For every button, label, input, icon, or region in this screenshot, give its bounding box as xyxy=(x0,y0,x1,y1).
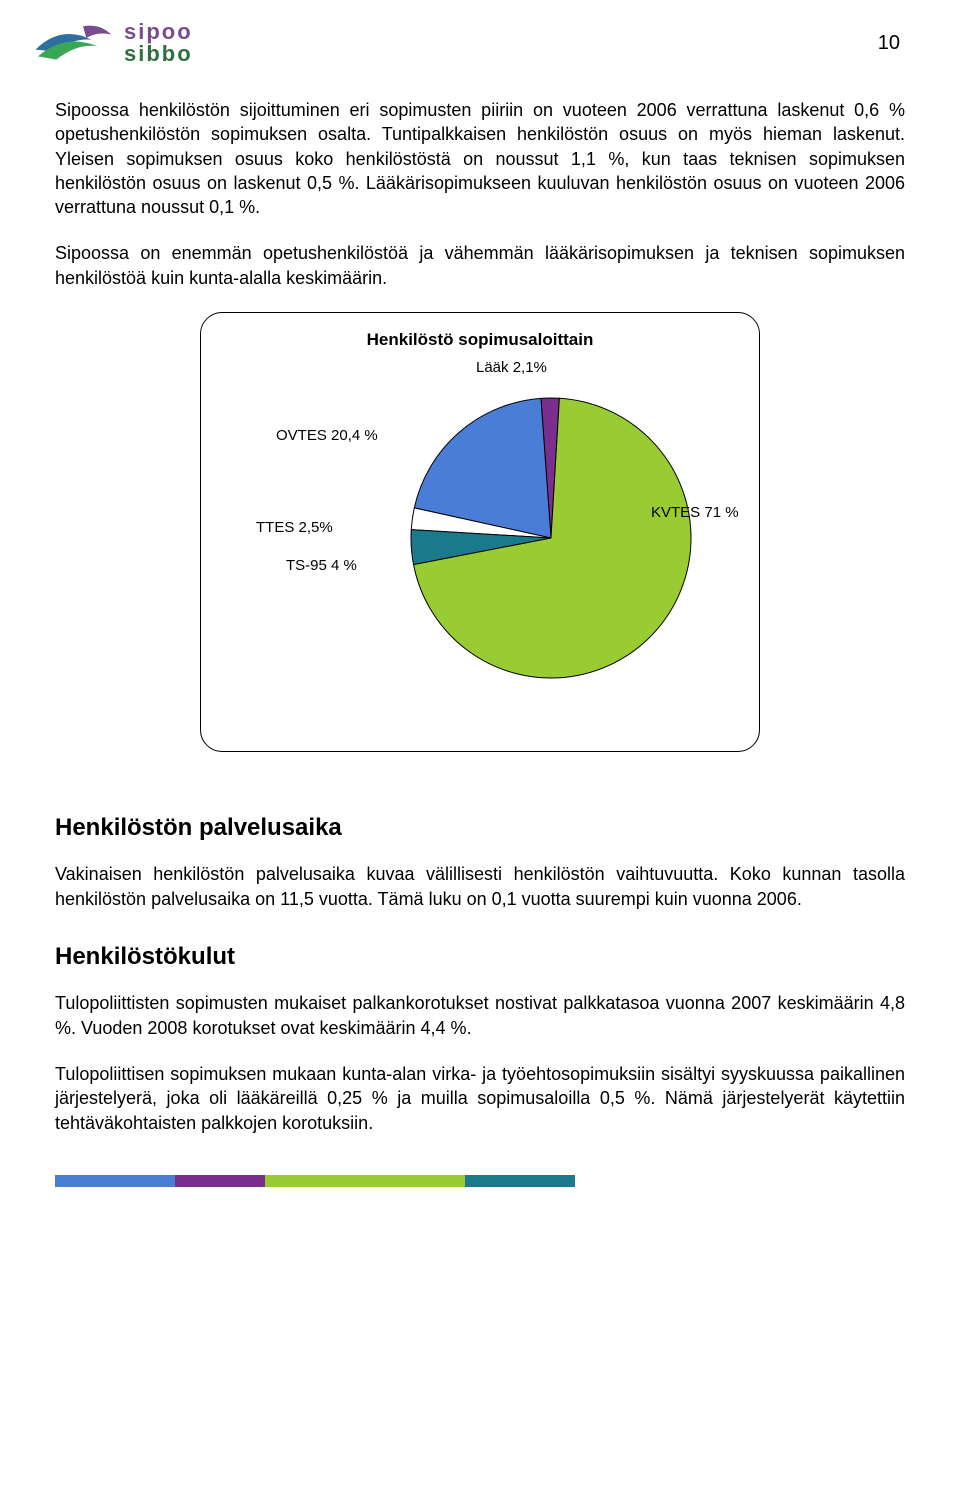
brand-text: sipoo sibbo xyxy=(124,21,193,65)
page-content: Sipoossa henkilöstön sijoittuminen eri s… xyxy=(0,78,960,1135)
page-header: sipoo sibbo 10 xyxy=(0,0,960,78)
page-number: 10 xyxy=(878,30,930,57)
paragraph-5: Tulopoliittisen sopimuksen mukaan kunta-… xyxy=(55,1062,905,1135)
brand-line-1: sipoo xyxy=(124,21,193,43)
paragraph-4: Tulopoliittisten sopimusten mukaiset pal… xyxy=(55,991,905,1040)
pie-chart-frame: Henkilöstö sopimusaloittain Lääk 2,1% OV… xyxy=(200,312,760,752)
chart-title: Henkilöstö sopimusaloittain xyxy=(221,329,739,352)
label-laak: Lääk 2,1% xyxy=(476,358,547,378)
label-ts95: TS-95 4 % xyxy=(286,556,357,576)
label-ttes: TTES 2,5% xyxy=(256,518,333,538)
label-ovtes: OVTES 20,4 % xyxy=(276,426,378,446)
pie-chart: Lääk 2,1% OVTES 20,4 % TTES 2,5% TS-95 4… xyxy=(221,358,739,728)
heading-henkilostokulut: Henkilöstökulut xyxy=(55,941,905,973)
heading-palvelusaika: Henkilöstön palvelusaika xyxy=(55,812,905,844)
footer-stripes xyxy=(55,1175,575,1187)
brand-line-2: sibbo xyxy=(124,43,193,65)
paragraph-3: Vakinaisen henkilöstön palvelusaika kuva… xyxy=(55,862,905,911)
pie-svg xyxy=(401,388,701,688)
paragraph-1: Sipoossa henkilöstön sijoittuminen eri s… xyxy=(55,98,905,219)
paragraph-2: Sipoossa on enemmän opetushenkilöstöä ja… xyxy=(55,241,905,290)
pie-chart-container: Henkilöstö sopimusaloittain Lääk 2,1% OV… xyxy=(200,312,760,752)
label-kvtes: KVTES 71 % xyxy=(651,503,739,523)
brand-logo xyxy=(30,18,116,68)
